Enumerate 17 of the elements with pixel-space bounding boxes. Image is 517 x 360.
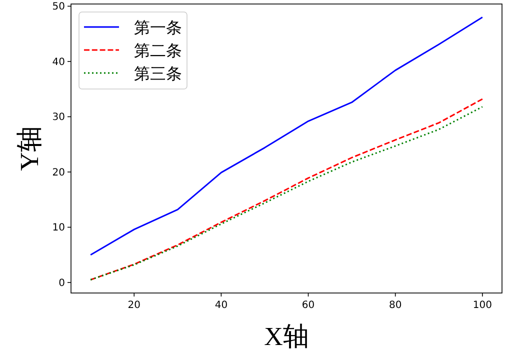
y-tick-label: 30 bbox=[52, 112, 65, 124]
legend-label: 第二条 bbox=[134, 41, 182, 60]
y-tick-label: 20 bbox=[52, 167, 65, 178]
y-tick-label: 40 bbox=[52, 56, 65, 68]
legend-label: 第三条 bbox=[134, 64, 182, 83]
x-axis-title: X轴 bbox=[264, 322, 309, 351]
line-series bbox=[90, 16, 484, 256]
x-tick-label: 20 bbox=[128, 300, 140, 311]
y-tick-label: 10 bbox=[52, 222, 65, 234]
y-tick-label: 50 bbox=[52, 2, 65, 13]
x-tick-label: 40 bbox=[214, 300, 228, 311]
y-tick-label: 0 bbox=[58, 278, 65, 289]
legend-label: 第一条 bbox=[134, 18, 182, 37]
y-axis-title: Y轴 bbox=[15, 126, 44, 171]
x-tick-label: 100 bbox=[472, 300, 492, 311]
x-tick-label: 80 bbox=[388, 300, 402, 311]
x-tick-label: 60 bbox=[302, 300, 315, 311]
